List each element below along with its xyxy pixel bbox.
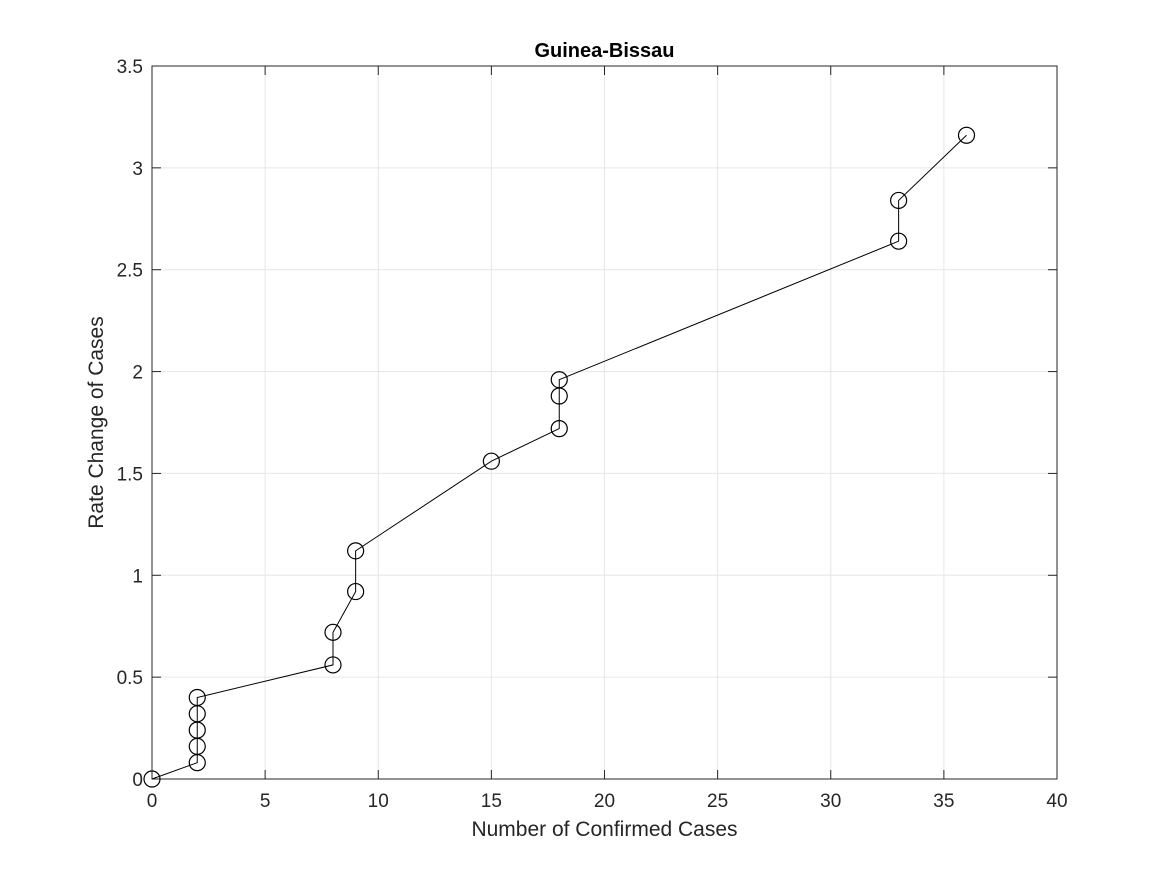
x-tick-label: 30 bbox=[820, 791, 841, 812]
series bbox=[143, 126, 976, 788]
data-point bbox=[482, 452, 500, 470]
data-point bbox=[890, 191, 908, 210]
y-axis-label: Rate Change of Cases bbox=[85, 316, 108, 528]
x-tick-label: 40 bbox=[1046, 791, 1067, 812]
x-tick-label: 15 bbox=[481, 791, 502, 812]
x-tick-label: 35 bbox=[933, 791, 954, 812]
data-point bbox=[143, 770, 161, 788]
y-tick-label: 1.5 bbox=[117, 464, 143, 485]
x-tick-label: 10 bbox=[368, 791, 389, 812]
y-tick-label: 2.5 bbox=[117, 261, 143, 282]
x-tick-label: 5 bbox=[260, 791, 271, 812]
data-point bbox=[347, 542, 365, 560]
y-tick-label: 3 bbox=[132, 159, 143, 180]
data-point bbox=[324, 656, 342, 674]
data-point bbox=[957, 126, 976, 144]
data-point bbox=[550, 420, 568, 438]
series-line bbox=[151, 134, 967, 780]
grid bbox=[152, 66, 1057, 779]
y-tick-label: 0 bbox=[132, 770, 143, 791]
data-point bbox=[188, 688, 206, 707]
axis-ticks: 0 5 10 15 20 25 30 35 40 0 0.5 1 1.5 2 2.5 3 3.5 bbox=[117, 57, 1068, 812]
y-tick-label: 1 bbox=[132, 566, 143, 587]
data-point bbox=[347, 582, 365, 601]
x-tick-label: 0 bbox=[147, 791, 158, 812]
x-tick-label: 25 bbox=[707, 791, 728, 812]
y-tick-label: 2 bbox=[132, 363, 143, 384]
y-tick-label: 3.5 bbox=[117, 57, 143, 78]
chart-title: Guinea-Bissau bbox=[534, 40, 674, 62]
x-tick-label: 20 bbox=[594, 791, 615, 812]
data-point bbox=[890, 232, 908, 250]
data-point bbox=[324, 623, 342, 641]
data-point bbox=[550, 371, 568, 389]
y-tick-label: 0.5 bbox=[117, 668, 143, 689]
x-axis-label: Number of Confirmed Cases bbox=[471, 818, 737, 841]
